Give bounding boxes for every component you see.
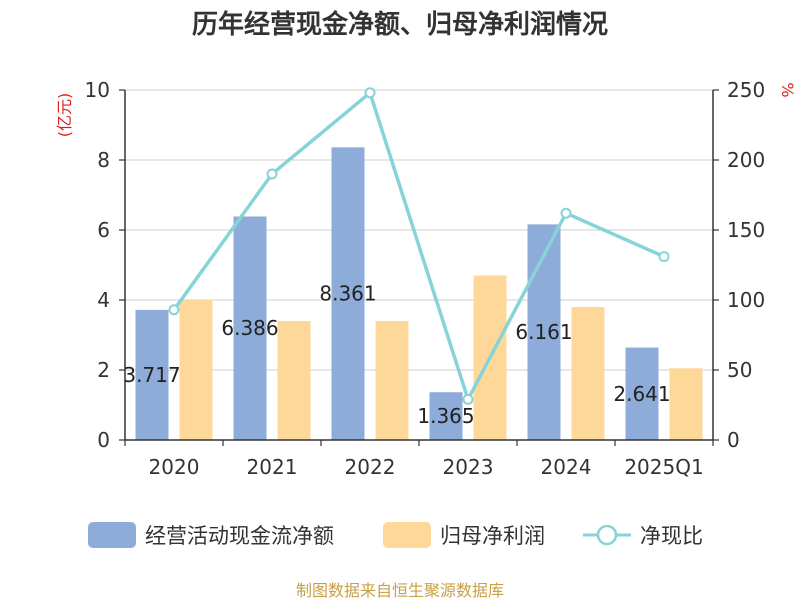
- y-right-tick-label: 50: [727, 358, 752, 382]
- bar-cashflow: [331, 147, 365, 441]
- y-right-tick-label: 150: [727, 218, 765, 242]
- grid-lines: [125, 89, 713, 371]
- chart-title: 历年经营现金净额、归母净利润情况: [192, 9, 608, 40]
- ratio-point: [462, 393, 474, 405]
- y-right-unit: %: [778, 82, 797, 97]
- ratio-polyline: [172, 91, 665, 402]
- y-left-tick-label: 0: [97, 428, 110, 452]
- x-tick-label: 2021: [247, 455, 298, 479]
- y-left-tick-label: 6: [97, 218, 110, 242]
- data-label: 8.361: [319, 282, 376, 306]
- x-tick-label: 2022: [345, 455, 396, 479]
- bar-cashflow: [429, 392, 463, 440]
- data-label: 1.365: [417, 404, 474, 428]
- y-left-tick-label: 10: [85, 78, 110, 102]
- data-label: 6.386: [221, 316, 278, 340]
- bar-profit: [179, 300, 213, 440]
- bar-cashflow: [527, 224, 561, 440]
- bar-cashflow: [233, 216, 267, 440]
- bar-profit: [571, 307, 605, 440]
- x-tick-label: 2025Q1: [624, 455, 703, 479]
- source-note: 制图数据来自恒生聚源数据库: [296, 581, 504, 600]
- bars: [135, 147, 703, 441]
- x-tick-label: 2024: [541, 455, 592, 479]
- axes: [119, 89, 719, 446]
- legend-swatch: [383, 522, 431, 548]
- x-tick-label: 2023: [443, 455, 494, 479]
- x-tick-label: 2020: [149, 455, 200, 479]
- y-left-tick-label: 4: [97, 288, 110, 312]
- bar-cashflow: [135, 309, 169, 440]
- data-label: 2.641: [613, 382, 670, 406]
- y-left-tick-label: 8: [97, 148, 110, 172]
- ratio-point: [266, 168, 278, 180]
- y-right-tick-label: 250: [727, 78, 765, 102]
- legend: 经营活动现金流净额 归母净利润 净现比: [88, 522, 703, 548]
- y-right-tick-label: 100: [727, 288, 765, 312]
- legend-swatch: [88, 522, 136, 548]
- ratio-point: [658, 251, 670, 263]
- bar-profit: [277, 321, 311, 440]
- bar-profit: [669, 368, 703, 440]
- y-right-tick-label: 0: [727, 428, 740, 452]
- data-labels: 3.717 6.386 8.361 1.365 6.161 2.641: [123, 282, 670, 428]
- data-label: 3.717: [123, 363, 180, 387]
- ratio-point: [560, 207, 572, 219]
- legend-marker: [596, 524, 618, 546]
- y-left-unit: (亿元): [55, 93, 74, 138]
- ratio-line: [168, 87, 670, 405]
- data-label: 6.161: [515, 320, 572, 344]
- y-left-tick-label: 2: [97, 358, 110, 382]
- ratio-point: [364, 87, 376, 99]
- ratio-point: [168, 304, 180, 316]
- legend-label: 经营活动现金流净额: [145, 524, 334, 548]
- bar-profit: [375, 321, 409, 440]
- bar-cashflow: [625, 347, 659, 440]
- legend-label: 净现比: [640, 524, 703, 548]
- y-right-tick-label: 200: [727, 148, 765, 172]
- legend-label: 归母净利润: [440, 524, 545, 548]
